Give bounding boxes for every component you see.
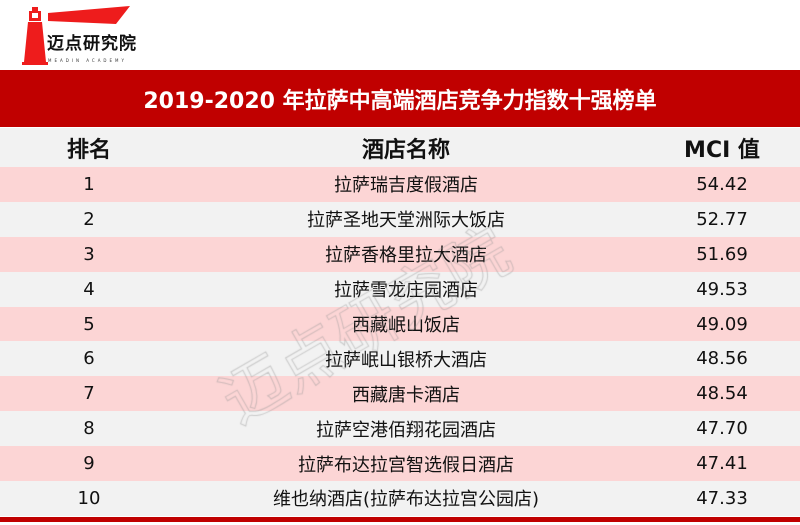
rank-cell: 9 [83,453,95,475]
rank-cell: 5 [83,313,95,335]
table-row: 9 拉萨布达拉宫智选假日酒店 47.41 [0,446,800,482]
header-rank: 排名 [66,137,111,163]
rank-cell: 3 [83,243,95,265]
hotel-name-cell: 拉萨布达拉宫智选假日酒店 [298,454,514,476]
bottom-divider [0,517,800,522]
logo-subtitle: MEADIN ACADEMY [48,58,127,63]
rank-cell: 1 [83,173,95,195]
header-hotel-name: 酒店名称 [361,137,450,163]
mci-cell: 48.54 [696,383,748,405]
rank-cell: 8 [83,418,95,440]
ranking-table: 排名 酒店名称 MCI 值 1 拉萨瑞吉度假酒店 54.42 2 拉萨圣地天堂洲际大饭店… [0,128,800,516]
rank-cell: 7 [83,383,95,405]
hotel-name-cell: 拉萨雪龙庄园酒店 [334,280,478,302]
table-header-row: 排名 酒店名称 MCI 值 [0,128,800,167]
mci-cell: 49.53 [696,278,748,300]
mci-cell: 54.42 [696,173,748,195]
hotel-name-cell: 维也纳酒店(拉萨布达拉宫公园店) [272,489,540,511]
mci-cell: 47.70 [696,418,748,440]
hotel-name-cell: 西藏岷山饭店 [352,315,460,336]
table-row: 8 拉萨空港佰翔花园酒店 47.70 [0,411,800,447]
mci-cell: 47.33 [696,487,748,509]
table-row: 7 西藏唐卡酒店 48.54 [0,376,800,412]
table-row: 5 西藏岷山饭店 49.09 [0,306,800,342]
hotel-name-cell: 西藏唐卡酒店 [352,384,460,406]
table-row: 6 拉萨岷山银桥大酒店 48.56 [0,341,800,377]
table-row: 2 拉萨圣地天堂洲际大饭店 52.77 [0,201,800,237]
mci-cell: 51.69 [696,243,748,265]
hotel-name-cell: 拉萨圣地天堂洲际大饭店 [307,210,505,232]
hotel-name-cell: 拉萨香格里拉大酒店 [325,245,487,267]
rank-cell: 10 [77,487,101,509]
hotel-name-cell: 拉萨瑞吉度假酒店 [334,175,478,197]
table-row: 10 维也纳酒店(拉萨布达拉宫公园店) 47.33 [0,481,800,516]
header-mci: MCI 值 [684,137,760,163]
table-row: 3 拉萨香格里拉大酒店 51.69 [0,236,800,272]
table-row: 1 拉萨瑞吉度假酒店 54.42 [0,167,800,202]
mci-cell: 48.56 [696,348,748,370]
table-row: 4 拉萨雪龙庄园酒店 49.53 [0,271,800,307]
rank-cell: 6 [83,348,95,370]
rank-cell: 4 [83,278,95,300]
rank-cell: 2 [83,208,95,230]
logo-name: 迈点研究院 [47,34,137,54]
hotel-name-cell: 拉萨空港佰翔花园酒店 [316,419,496,441]
mci-cell: 47.41 [696,453,748,475]
mci-cell: 49.09 [696,313,748,335]
table-title: 2019-2020 年拉萨中高端酒店竞争力指数十强榜单 [0,70,800,127]
mci-cell: 52.77 [696,208,748,230]
hotel-name-cell: 拉萨岷山银桥大酒店 [325,349,487,371]
